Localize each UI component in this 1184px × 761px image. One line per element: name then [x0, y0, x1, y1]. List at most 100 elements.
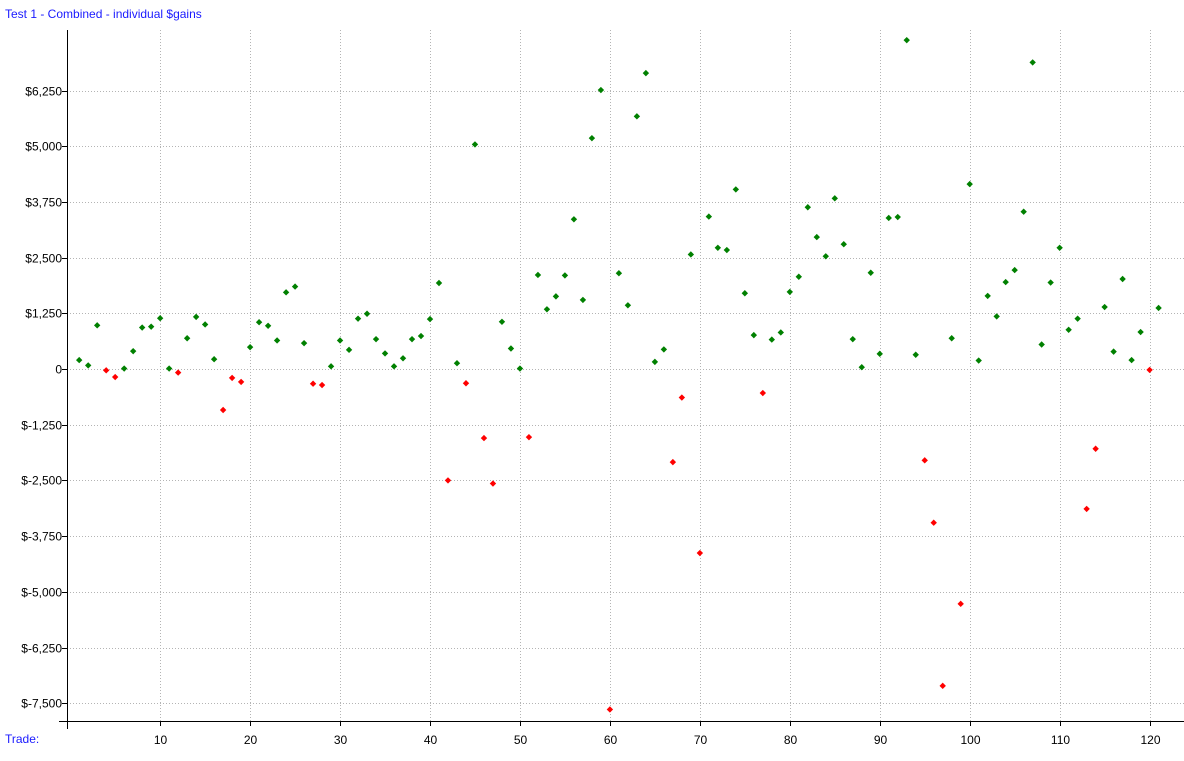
- gain-point: [210, 355, 218, 363]
- gain-point: [345, 346, 353, 354]
- x-tick-label: 30: [334, 733, 348, 747]
- gain-point: [975, 357, 982, 364]
- loss-point: [606, 706, 614, 713]
- gain-point: [705, 213, 713, 220]
- gain-point: [732, 186, 740, 193]
- gain-point: [1002, 278, 1009, 286]
- x-tick-label: 10: [154, 733, 168, 747]
- gain-point: [246, 343, 254, 351]
- gain-point: [687, 251, 695, 258]
- loss-point: [759, 389, 767, 397]
- gain-point: [1119, 275, 1126, 283]
- gain-point: [363, 310, 371, 317]
- gain-point: [849, 335, 856, 343]
- gain-point: [867, 269, 874, 276]
- gain-point: [138, 324, 146, 331]
- gain-point: [543, 306, 551, 313]
- gain-point: [1128, 356, 1135, 364]
- loss-point: [1092, 445, 1099, 452]
- gain-point: [786, 288, 793, 296]
- y-tick-label: $-3,750: [21, 530, 62, 544]
- gain-point: [795, 273, 802, 280]
- x-tick-label: 120: [1140, 733, 1160, 747]
- gain-point: [633, 113, 641, 120]
- gain-point: [993, 313, 1000, 320]
- loss-point: [237, 378, 245, 386]
- gain-point: [264, 322, 272, 329]
- gain-point: [93, 322, 101, 329]
- x-axis-label: Trade:: [5, 732, 40, 746]
- gain-point: [885, 214, 892, 222]
- gain-point: [588, 134, 596, 142]
- gain-point: [192, 313, 200, 321]
- gain-point: [1038, 341, 1045, 348]
- gain-point: [624, 302, 632, 309]
- y-tick-label: $-2,500: [21, 474, 62, 488]
- x-tick-label: 100: [960, 733, 980, 747]
- y-tick-label: 0: [55, 363, 62, 377]
- gain-point: [876, 350, 883, 358]
- gain-point: [777, 329, 785, 336]
- gain-point: [831, 195, 838, 202]
- gain-point: [912, 351, 919, 358]
- loss-point: [1146, 366, 1153, 374]
- loss-point: [462, 380, 470, 387]
- gain-point: [201, 321, 209, 328]
- gain-point: [858, 364, 865, 371]
- gain-point: [1020, 208, 1027, 215]
- gain-point: [390, 363, 398, 370]
- gain-point: [948, 335, 955, 342]
- gain-point: [768, 336, 776, 343]
- gain-point: [984, 292, 991, 300]
- gain-point: [1155, 304, 1162, 312]
- loss-point: [1083, 505, 1090, 513]
- x-tick-label: 80: [784, 733, 798, 747]
- gain-point: [453, 360, 461, 367]
- x-tick-label: 20: [244, 733, 258, 747]
- loss-point: [696, 549, 704, 557]
- gain-point: [156, 315, 164, 322]
- loss-point: [111, 373, 119, 381]
- gain-point: [1110, 348, 1117, 355]
- gain-point: [147, 323, 155, 330]
- loss-point: [669, 458, 677, 466]
- loss-point: [957, 600, 964, 608]
- gain-point: [651, 358, 659, 366]
- gain-point: [381, 350, 389, 357]
- y-tick-label: $1,250: [25, 307, 62, 321]
- gain-point: [183, 335, 191, 342]
- loss-point: [525, 433, 533, 441]
- gain-point: [822, 253, 829, 260]
- gain-point: [579, 296, 587, 304]
- gain-point: [129, 347, 137, 355]
- loss-point: [930, 519, 937, 526]
- gain-point: [534, 271, 542, 279]
- y-tick-label: $3,750: [25, 196, 62, 210]
- gain-point: [723, 246, 731, 254]
- gain-point: [417, 332, 425, 340]
- gain-point: [471, 141, 479, 148]
- x-tick-label: 110: [1051, 733, 1070, 747]
- gain-point: [75, 356, 83, 364]
- x-tick-label: 90: [874, 733, 888, 747]
- gain-point: [120, 365, 128, 372]
- loss-point: [102, 367, 110, 374]
- gain-point: [750, 331, 758, 339]
- y-tick-label: $2,500: [25, 252, 62, 266]
- gain-point: [660, 346, 668, 353]
- loss-point: [444, 477, 452, 484]
- gain-point: [741, 290, 749, 297]
- gain-point: [1074, 315, 1081, 322]
- gain-point: [1101, 303, 1108, 311]
- gain-point: [1137, 328, 1144, 336]
- chart-title: Test 1 - Combined - individual $gains: [5, 7, 202, 21]
- gain-point: [1011, 266, 1018, 274]
- gain-point: [498, 318, 506, 325]
- x-tick-label: 40: [424, 733, 438, 747]
- y-tick-label: $6,250: [25, 85, 62, 99]
- gain-point: [597, 86, 605, 94]
- loss-point: [489, 480, 497, 487]
- gain-point: [255, 319, 263, 326]
- gain-point: [516, 365, 524, 372]
